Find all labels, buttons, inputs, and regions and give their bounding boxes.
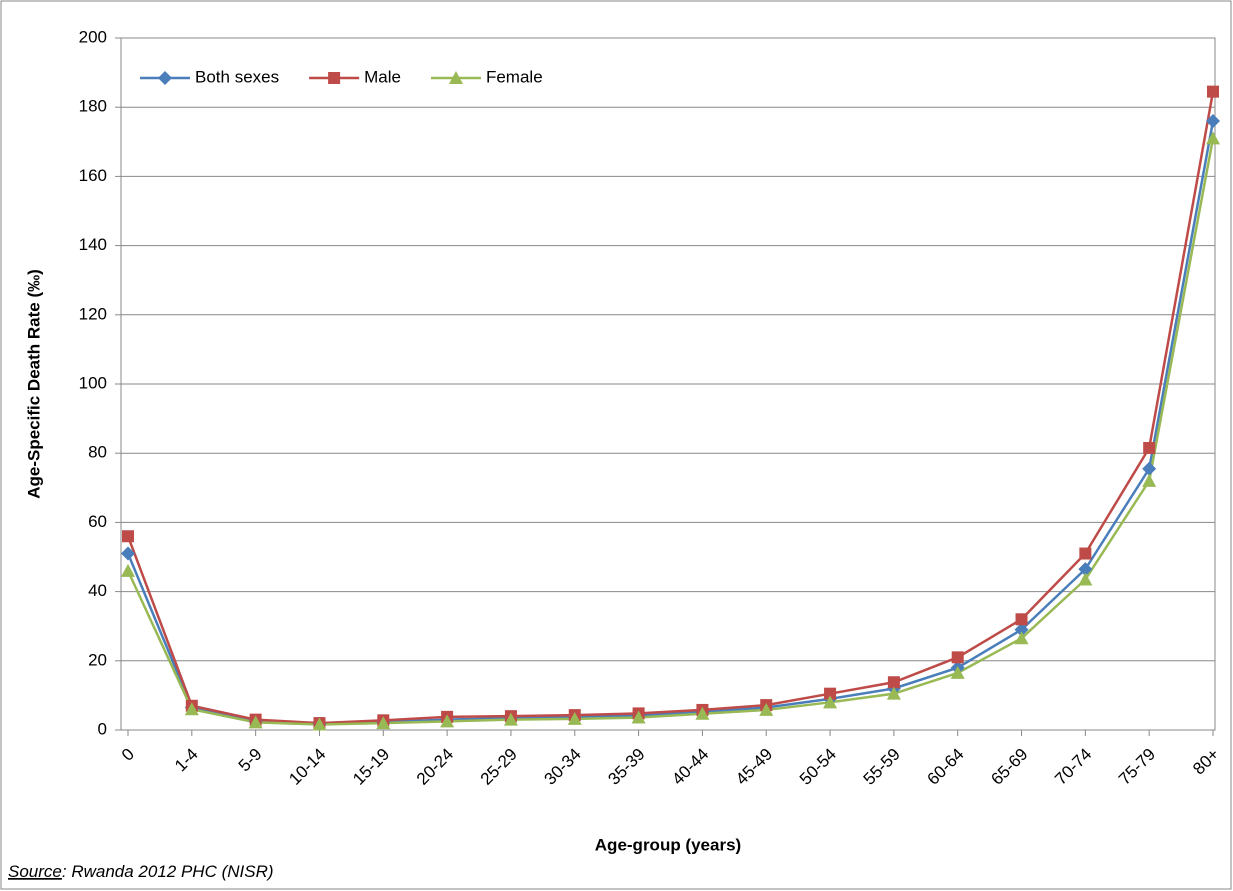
y-tick-label: 200: [79, 27, 107, 46]
marker: [248, 715, 263, 729]
legend-label: Female: [486, 67, 543, 86]
marker: [1079, 547, 1092, 560]
marker: [824, 687, 837, 700]
marker: [121, 546, 135, 561]
marker: [312, 717, 327, 731]
marker: [1142, 473, 1157, 487]
marker: [951, 651, 964, 664]
marker: [1015, 613, 1028, 626]
marker: [1143, 442, 1156, 455]
source-label: Source: [8, 862, 62, 881]
marker: [567, 711, 582, 725]
y-tick-label: 120: [79, 304, 107, 323]
marker: [887, 676, 900, 689]
marker: [886, 686, 901, 700]
legend-label: Both sexes: [195, 67, 279, 86]
marker: [1206, 114, 1220, 129]
marker: [1206, 131, 1220, 145]
marker: [328, 72, 341, 84]
marker: [184, 702, 199, 716]
y-tick-label: 40: [88, 581, 107, 600]
source-text: : Rwanda 2012 PHC (NISR): [62, 862, 274, 881]
marker: [448, 71, 463, 84]
source: Source: Rwanda 2012 PHC (NISR): [8, 862, 274, 881]
y-tick-label: 80: [88, 443, 107, 462]
marker: [1142, 461, 1157, 476]
marker: [1207, 85, 1219, 98]
marker: [695, 706, 710, 720]
y-tick-label: 140: [79, 235, 107, 254]
y-tick-label: 20: [88, 650, 107, 669]
legend-label: Male: [364, 67, 401, 86]
marker: [823, 695, 838, 709]
y-tick-label: 180: [79, 97, 107, 116]
marker: [121, 563, 135, 577]
y-axis-label: Age-Specific Death Rate (‰): [24, 269, 43, 499]
y-tick-label: 160: [79, 166, 107, 185]
marker: [1014, 622, 1029, 637]
marker: [158, 71, 172, 85]
marker: [1014, 631, 1029, 645]
marker: [440, 714, 455, 728]
marker: [950, 665, 965, 679]
x-axis-label: Age-group (years): [595, 835, 741, 854]
marker: [1078, 572, 1093, 586]
y-tick-label: 100: [79, 373, 107, 392]
series-line: [126, 91, 1215, 725]
marker: [1078, 562, 1093, 577]
marker: [503, 712, 518, 726]
marker: [376, 716, 391, 730]
series-line: [126, 138, 1215, 726]
y-tick-label: 60: [88, 512, 107, 531]
marker: [122, 530, 134, 543]
marker: [631, 710, 646, 724]
marker: [759, 702, 774, 716]
y-tick-label: 0: [98, 719, 107, 738]
